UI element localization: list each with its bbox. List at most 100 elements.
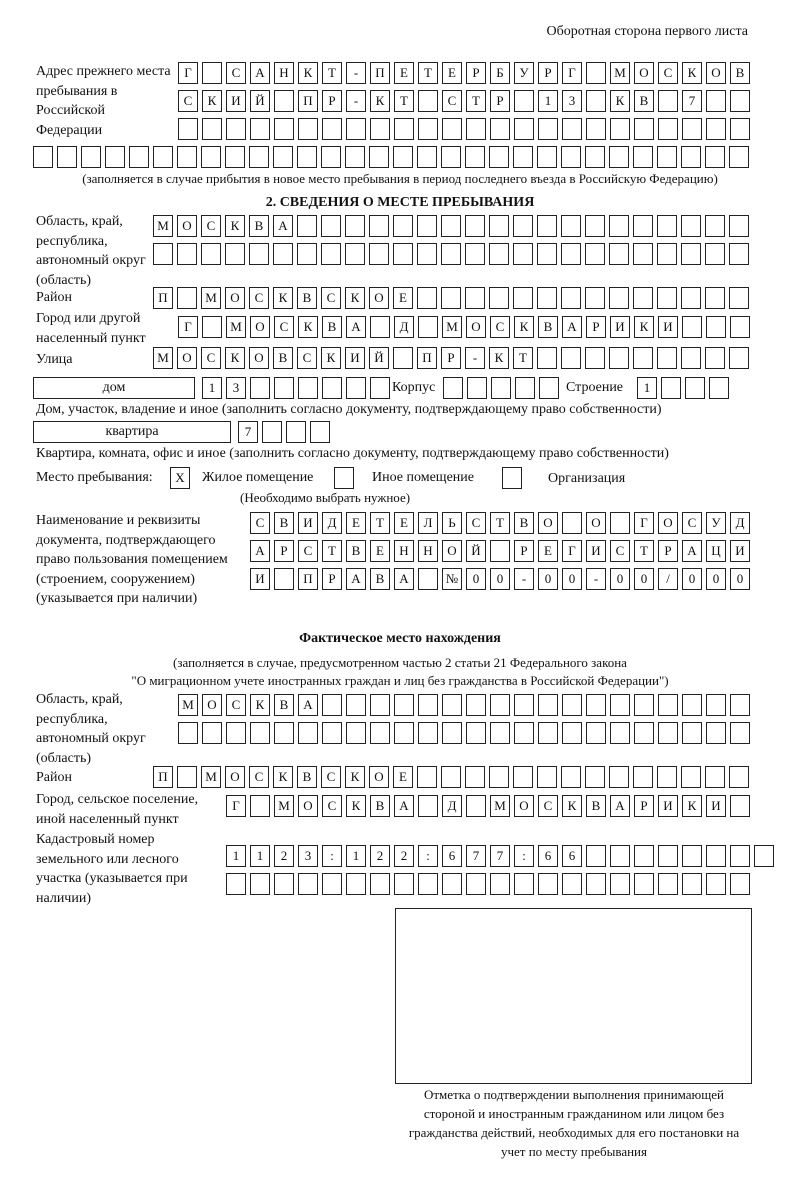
char-cell[interactable]: У bbox=[514, 62, 534, 84]
char-cell[interactable] bbox=[705, 347, 725, 369]
char-cell[interactable] bbox=[730, 873, 750, 895]
char-cell[interactable]: Т bbox=[322, 62, 342, 84]
char-cell[interactable]: Л bbox=[418, 512, 438, 534]
char-cell[interactable]: В bbox=[274, 694, 294, 716]
char-cell[interactable] bbox=[537, 243, 557, 265]
char-cell[interactable]: О bbox=[177, 215, 197, 237]
char-cell[interactable]: 3 bbox=[226, 377, 246, 399]
char-cell[interactable]: А bbox=[346, 316, 366, 338]
char-cell[interactable] bbox=[442, 694, 462, 716]
char-cell[interactable]: С bbox=[322, 795, 342, 817]
char-cell[interactable] bbox=[514, 873, 534, 895]
char-cell[interactable] bbox=[370, 316, 390, 338]
char-cell[interactable] bbox=[706, 90, 726, 112]
char-cell[interactable] bbox=[586, 118, 606, 140]
char-cell[interactable] bbox=[441, 287, 461, 309]
char-cell[interactable]: В bbox=[634, 90, 654, 112]
char-cell[interactable] bbox=[561, 146, 581, 168]
char-cell[interactable] bbox=[706, 873, 726, 895]
char-cell[interactable] bbox=[226, 873, 246, 895]
char-cell[interactable]: А bbox=[562, 316, 582, 338]
char-cell[interactable] bbox=[465, 243, 485, 265]
char-cell[interactable]: М bbox=[274, 795, 294, 817]
char-cell[interactable]: О bbox=[225, 287, 245, 309]
char-cell[interactable] bbox=[513, 766, 533, 788]
char-cell[interactable]: В bbox=[249, 215, 269, 237]
char-cell[interactable] bbox=[393, 243, 413, 265]
char-cell[interactable] bbox=[274, 90, 294, 112]
char-cell[interactable] bbox=[490, 722, 510, 744]
char-cell[interactable] bbox=[585, 287, 605, 309]
char-cell[interactable] bbox=[729, 146, 749, 168]
char-cell[interactable]: 0 bbox=[562, 568, 582, 590]
char-cell[interactable]: С bbox=[466, 512, 486, 534]
char-cell[interactable] bbox=[489, 243, 509, 265]
char-cell[interactable]: 7 bbox=[466, 845, 486, 867]
char-cell[interactable] bbox=[298, 377, 318, 399]
char-cell[interactable]: 0 bbox=[610, 568, 630, 590]
char-cell[interactable]: 1 bbox=[226, 845, 246, 867]
char-cell[interactable] bbox=[633, 243, 653, 265]
char-cell[interactable]: О bbox=[586, 512, 606, 534]
char-cell[interactable] bbox=[562, 512, 582, 534]
char-cell[interactable]: К bbox=[489, 347, 509, 369]
char-cell[interactable]: Й bbox=[250, 90, 270, 112]
char-cell[interactable] bbox=[730, 316, 750, 338]
char-cell[interactable] bbox=[634, 118, 654, 140]
char-cell[interactable]: 0 bbox=[706, 568, 726, 590]
char-cell[interactable]: Г bbox=[178, 62, 198, 84]
char-cell[interactable]: Е bbox=[370, 540, 390, 562]
char-cell[interactable] bbox=[33, 146, 53, 168]
char-cell[interactable] bbox=[298, 722, 318, 744]
char-cell[interactable] bbox=[250, 118, 270, 140]
char-cell[interactable] bbox=[610, 118, 630, 140]
char-cell[interactable] bbox=[537, 347, 557, 369]
char-cell[interactable] bbox=[706, 722, 726, 744]
char-cell[interactable] bbox=[514, 694, 534, 716]
char-cell[interactable] bbox=[418, 795, 438, 817]
char-cell[interactable] bbox=[609, 243, 629, 265]
char-cell[interactable]: О bbox=[298, 795, 318, 817]
char-cell[interactable]: 7 bbox=[682, 90, 702, 112]
char-cell[interactable] bbox=[537, 287, 557, 309]
char-cell[interactable]: 0 bbox=[466, 568, 486, 590]
char-cell[interactable] bbox=[729, 243, 749, 265]
char-cell[interactable] bbox=[586, 873, 606, 895]
char-cell[interactable]: Д bbox=[322, 512, 342, 534]
char-cell[interactable]: И bbox=[226, 90, 246, 112]
char-cell[interactable] bbox=[634, 845, 654, 867]
char-cell[interactable] bbox=[562, 722, 582, 744]
char-cell[interactable] bbox=[657, 146, 677, 168]
char-cell[interactable]: 1 bbox=[637, 377, 657, 399]
char-cell[interactable]: Р bbox=[490, 90, 510, 112]
char-cell[interactable]: И bbox=[658, 795, 678, 817]
stay-option-organization-checkbox[interactable] bbox=[502, 467, 522, 489]
char-cell[interactable] bbox=[562, 873, 582, 895]
char-cell[interactable] bbox=[538, 873, 558, 895]
char-cell[interactable]: 7 bbox=[490, 845, 510, 867]
char-cell[interactable] bbox=[489, 766, 509, 788]
char-cell[interactable] bbox=[706, 316, 726, 338]
char-cell[interactable] bbox=[705, 243, 725, 265]
char-cell[interactable] bbox=[443, 377, 463, 399]
char-cell[interactable]: П bbox=[298, 568, 318, 590]
char-cell[interactable] bbox=[466, 694, 486, 716]
char-cell[interactable] bbox=[633, 766, 653, 788]
char-cell[interactable]: М bbox=[153, 215, 173, 237]
char-cell[interactable]: Р bbox=[538, 62, 558, 84]
char-cell[interactable] bbox=[370, 377, 390, 399]
char-cell[interactable] bbox=[202, 722, 222, 744]
char-cell[interactable]: С bbox=[321, 766, 341, 788]
previous-address-row-3[interactable] bbox=[178, 118, 750, 140]
char-cell[interactable]: А bbox=[610, 795, 630, 817]
char-cell[interactable] bbox=[346, 873, 366, 895]
char-cell[interactable] bbox=[537, 146, 557, 168]
char-cell[interactable] bbox=[562, 694, 582, 716]
char-cell[interactable] bbox=[394, 694, 414, 716]
char-cell[interactable]: Г bbox=[562, 540, 582, 562]
char-cell[interactable]: Т bbox=[370, 512, 390, 534]
